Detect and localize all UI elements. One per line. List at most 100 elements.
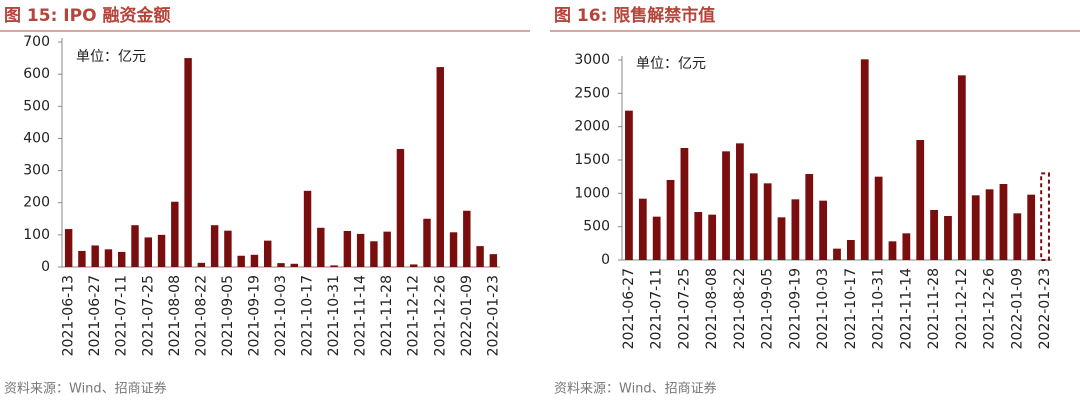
unit-annotation: 单位：亿元 xyxy=(636,56,706,72)
bar xyxy=(370,241,378,267)
bar xyxy=(303,190,312,267)
bar xyxy=(680,148,689,260)
bar xyxy=(860,59,869,261)
x-tick-label: 2021-09-05 xyxy=(760,268,776,349)
x-tick-label: 2021-08-08 xyxy=(704,268,720,349)
bar xyxy=(330,265,338,267)
bar xyxy=(888,241,897,260)
x-tick-label: 2021-11-14 xyxy=(353,275,369,356)
bar xyxy=(957,75,966,260)
x-tick-label: 2021-07-11 xyxy=(649,268,665,349)
bar xyxy=(197,262,206,267)
bar xyxy=(930,210,938,260)
x-tick-label: 2021-08-08 xyxy=(167,275,183,356)
x-tick-label: 2022-01-23 xyxy=(1037,268,1053,349)
bar xyxy=(902,233,911,260)
chart-title: 图 16: 限售解禁市值 xyxy=(554,5,715,26)
source-note: 资料来源：Wind、招商证券 xyxy=(4,381,167,397)
bar xyxy=(916,140,925,260)
bar xyxy=(171,201,179,267)
bar xyxy=(874,176,883,260)
x-tick-label: 2021-12-26 xyxy=(982,268,998,349)
y-tick-label: 0 xyxy=(41,259,50,275)
x-tick-label: 2021-07-11 xyxy=(114,275,130,356)
bar xyxy=(999,184,1008,260)
x-tick-label: 2021-06-27 xyxy=(87,275,103,356)
bar xyxy=(652,216,661,260)
bar xyxy=(436,67,444,267)
bar xyxy=(722,151,730,260)
y-tick-label: 600 xyxy=(23,66,50,82)
y-tick-label: 0 xyxy=(601,252,610,268)
bar xyxy=(708,214,717,260)
bar xyxy=(64,229,73,267)
x-tick-label: 2021-11-28 xyxy=(379,275,395,356)
bar xyxy=(777,217,786,260)
bar xyxy=(449,232,458,267)
bar xyxy=(985,189,994,260)
x-tick-label: 2021-09-19 xyxy=(787,268,803,349)
bar xyxy=(250,254,259,267)
x-tick-label: 2021-10-17 xyxy=(843,268,859,349)
bar xyxy=(237,255,245,267)
x-tick-label: 2021-10-31 xyxy=(871,268,887,349)
bar xyxy=(749,173,758,260)
bar xyxy=(131,225,139,267)
bar xyxy=(423,218,431,267)
y-tick-label: 2500 xyxy=(574,85,610,101)
bar xyxy=(489,254,498,267)
y-tick-label: 500 xyxy=(23,98,50,114)
x-tick-label: 2021-10-31 xyxy=(326,275,342,356)
y-tick-label: 300 xyxy=(23,163,50,179)
y-tick-label: 500 xyxy=(583,219,610,235)
bar xyxy=(1040,172,1050,261)
bar xyxy=(317,227,325,267)
y-tick-label: 3000 xyxy=(574,52,610,68)
x-tick-label: 2021-12-12 xyxy=(954,268,970,349)
bar xyxy=(78,250,86,267)
x-tick-label: 2021-08-22 xyxy=(732,268,748,349)
bar xyxy=(666,180,675,260)
chart-title: 图 15: IPO 融资金额 xyxy=(4,5,170,26)
bar xyxy=(694,212,703,260)
bar xyxy=(290,263,298,267)
bar xyxy=(1013,213,1022,260)
bar xyxy=(118,251,126,267)
y-tick-label: 1500 xyxy=(574,152,610,168)
bar xyxy=(184,58,192,268)
x-tick-label: 2021-10-03 xyxy=(273,275,289,356)
bar xyxy=(805,174,814,260)
bar xyxy=(944,216,952,260)
bar xyxy=(638,198,647,260)
bar xyxy=(833,248,841,260)
bar xyxy=(410,264,418,267)
x-tick-label: 2022-01-23 xyxy=(485,275,501,356)
bar xyxy=(157,234,166,267)
x-tick-label: 2022-01-09 xyxy=(1009,268,1025,349)
bar xyxy=(846,240,855,260)
x-tick-label: 2021-10-03 xyxy=(815,268,831,349)
bar xyxy=(104,249,113,267)
bar xyxy=(971,195,980,260)
bar xyxy=(1027,194,1036,260)
unit-annotation: 单位：亿元 xyxy=(76,49,146,65)
bar xyxy=(819,200,828,260)
y-tick-label: 100 xyxy=(23,227,50,243)
x-tick-label: 2021-07-25 xyxy=(676,268,692,349)
bar xyxy=(144,237,152,267)
y-tick-label: 200 xyxy=(23,195,50,211)
bar xyxy=(736,143,744,260)
bar xyxy=(91,245,99,267)
x-tick-label: 2021-11-28 xyxy=(926,268,942,349)
bar xyxy=(277,263,285,267)
bar xyxy=(463,210,471,267)
x-tick-label: 2021-11-14 xyxy=(898,268,914,349)
x-tick-label: 2021-09-19 xyxy=(246,275,262,356)
bar xyxy=(210,225,219,267)
x-tick-label: 2021-12-12 xyxy=(406,275,422,356)
bar xyxy=(264,240,272,267)
x-tick-label: 2021-07-25 xyxy=(140,275,156,356)
bar xyxy=(476,246,484,267)
